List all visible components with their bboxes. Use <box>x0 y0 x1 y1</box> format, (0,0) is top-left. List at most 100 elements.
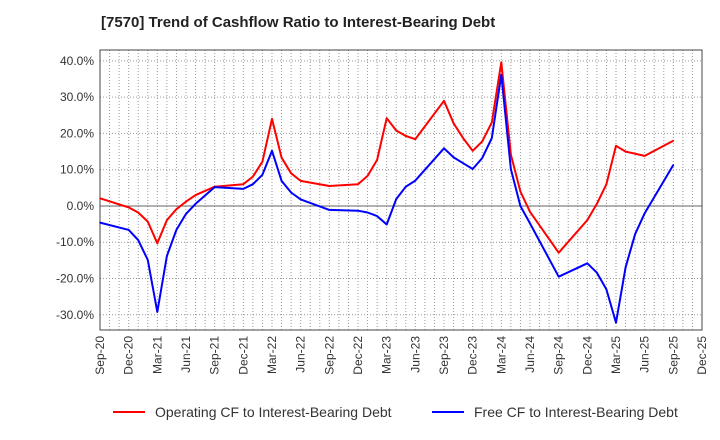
data-point <box>395 129 398 132</box>
data-point <box>443 99 445 102</box>
x-tick-label: Mar-23 <box>380 336 394 374</box>
data-point <box>166 255 168 257</box>
data-point <box>643 155 646 157</box>
data-point <box>615 144 617 147</box>
data-point <box>328 209 331 211</box>
data-point <box>529 210 531 213</box>
x-tick-label: Sep-21 <box>208 336 222 375</box>
data-point <box>252 183 254 185</box>
x-tick-label: Mar-21 <box>150 336 164 374</box>
data-point <box>452 156 455 159</box>
data-point <box>404 185 407 188</box>
data-point <box>672 139 675 142</box>
legend-swatch-blue <box>432 411 464 413</box>
y-tick-label: -30.0% <box>56 308 94 322</box>
data-point <box>385 223 388 226</box>
data-point <box>366 175 369 177</box>
data-point <box>357 209 359 212</box>
y-tick-label: 10.0% <box>60 163 94 177</box>
data-point <box>261 160 264 163</box>
data-point <box>510 154 512 156</box>
y-tick-label: 30.0% <box>60 90 94 104</box>
data-point <box>557 275 560 278</box>
x-tick-label: Dec-25 <box>695 336 709 375</box>
data-point <box>385 117 388 119</box>
x-tick-label: Sep-25 <box>666 336 680 375</box>
legend-swatch-red <box>113 411 145 413</box>
legend-label: Operating CF to Interest-Bearing Debt <box>155 404 392 420</box>
x-tick-label: Sep-24 <box>552 336 566 375</box>
data-point <box>481 157 484 159</box>
data-point <box>586 219 589 221</box>
data-point <box>366 211 369 214</box>
data-point <box>462 162 464 164</box>
x-tick-label: Mar-22 <box>265 336 279 374</box>
data-point <box>175 208 178 211</box>
data-point <box>156 242 159 245</box>
data-point <box>596 271 598 274</box>
data-point <box>280 180 283 182</box>
data-point <box>156 311 159 313</box>
data-point <box>299 198 302 201</box>
data-point <box>634 233 636 236</box>
data-point <box>634 152 636 155</box>
data-point <box>471 168 474 170</box>
x-tick-label: Sep-22 <box>322 336 336 375</box>
data-point <box>166 219 168 221</box>
data-point <box>557 251 560 254</box>
data-point <box>586 262 589 265</box>
data-point <box>481 140 484 143</box>
x-tick-label: Jun-25 <box>638 336 652 373</box>
data-point <box>624 150 627 153</box>
data-point <box>500 61 503 64</box>
data-point <box>280 156 283 159</box>
data-point <box>271 118 273 120</box>
data-point <box>290 191 292 194</box>
data-point <box>490 121 493 124</box>
data-point <box>519 190 522 193</box>
data-point <box>271 150 273 152</box>
data-point <box>137 239 140 241</box>
x-tick-label: Sep-23 <box>437 336 451 375</box>
data-point <box>290 172 292 175</box>
data-point <box>252 175 254 178</box>
data-point <box>194 194 197 196</box>
data-point <box>357 183 359 185</box>
data-point <box>376 215 378 217</box>
data-point <box>500 73 503 76</box>
data-point <box>452 122 455 125</box>
data-point <box>127 229 130 231</box>
data-point <box>615 321 617 324</box>
data-point <box>404 135 407 137</box>
series-line-operating-cf <box>99 61 674 254</box>
series-line-free-cf <box>99 73 675 324</box>
data-point <box>414 179 417 182</box>
chart-title: [7570] Trend of Cashflow Ratio to Intere… <box>101 14 496 31</box>
legend-item-operating-cf: Operating CF to Interest-Bearing Debt <box>113 404 392 420</box>
data-point <box>127 206 130 209</box>
data-point <box>194 202 197 205</box>
x-tick-label: Jun-22 <box>294 336 308 373</box>
data-point <box>414 138 417 141</box>
x-tick-label: Jun-23 <box>408 336 422 373</box>
data-point <box>146 220 149 223</box>
x-tick-label: Mar-24 <box>494 336 508 374</box>
x-tick-label: Jun-21 <box>179 336 193 373</box>
legend-item-free-cf: Free CF to Interest-Bearing Debt <box>432 404 678 420</box>
data-point <box>605 183 608 185</box>
data-point <box>185 213 187 215</box>
legend-label: Free CF to Interest-Bearing Debt <box>474 404 678 420</box>
data-point <box>624 266 627 269</box>
x-tick-label: Sep-20 <box>93 336 107 375</box>
data-point <box>605 288 608 291</box>
data-point <box>510 168 512 171</box>
data-point <box>529 222 531 225</box>
data-point <box>519 205 522 207</box>
y-tick-label: 0.0% <box>67 199 95 213</box>
data-point <box>213 186 216 188</box>
data-point <box>490 137 493 139</box>
data-point <box>242 183 245 185</box>
y-tick-label: 40.0% <box>60 54 94 68</box>
